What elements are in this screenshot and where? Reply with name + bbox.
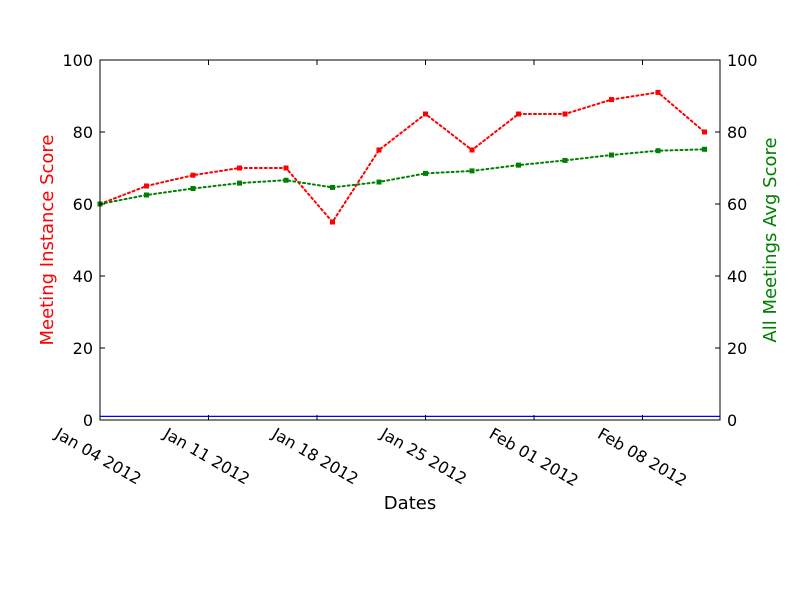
y-tick-label-right: 100: [727, 51, 758, 70]
y-axis-label-left: Meeting Instance Score: [37, 135, 58, 346]
data-point: [469, 147, 475, 153]
series-layer: [97, 89, 720, 417]
data-point: [469, 168, 475, 174]
data-point: [330, 184, 335, 190]
data-point: [283, 177, 289, 183]
data-point: [702, 129, 707, 135]
y-tick-label-left: 100: [62, 51, 93, 70]
data-point: [423, 170, 428, 176]
y-tick-label-right: 60: [727, 195, 747, 214]
x-tick-label: Jan 04 2012: [51, 424, 144, 489]
x-tick-label: Jan 11 2012: [160, 424, 253, 489]
data-point: [144, 192, 149, 198]
data-point: [609, 152, 614, 158]
y-tick-label-left: 20: [73, 339, 93, 358]
y-tick-label-left: 80: [73, 123, 93, 142]
data-point: [237, 165, 242, 171]
y-tick-label-left: 0: [83, 411, 93, 430]
data-point: [516, 111, 521, 117]
data-point: [144, 183, 149, 189]
y-tick-label-left: 40: [73, 267, 93, 286]
series-line-0: [99, 91, 706, 224]
data-point: [562, 157, 568, 163]
plot-frame: [99, 59, 721, 421]
data-point: [283, 165, 289, 171]
series-line-1: [99, 148, 706, 205]
data-point: [423, 111, 428, 117]
y-axis-label-right: All Meetings Avg Score: [760, 137, 781, 342]
data-point: [655, 89, 661, 95]
x-tick-label: Jan 18 2012: [268, 424, 361, 489]
plot-area: [100, 60, 720, 420]
x-tick-label: Jan 25 2012: [377, 424, 470, 489]
data-point: [330, 219, 335, 225]
data-point: [702, 146, 707, 152]
y-tick-label-right: 20: [727, 339, 747, 358]
data-point: [237, 180, 242, 186]
data-point: [190, 186, 196, 192]
data-point: [190, 172, 196, 178]
data-point: [655, 148, 661, 154]
y-tick-label-right: 0: [727, 411, 737, 430]
data-point: [609, 97, 614, 103]
x-tick-label: Feb 08 2012: [595, 424, 691, 490]
y-tick-label-right: 40: [727, 267, 747, 286]
data-point: [562, 111, 568, 117]
data-point: [376, 147, 382, 153]
x-tick-label: Feb 01 2012: [486, 424, 582, 490]
y-tick-label-left: 60: [73, 195, 93, 214]
data-point: [516, 162, 521, 168]
y-tick-label-right: 80: [727, 123, 747, 142]
x-axis-label: Dates: [384, 493, 436, 514]
data-point: [376, 179, 382, 185]
